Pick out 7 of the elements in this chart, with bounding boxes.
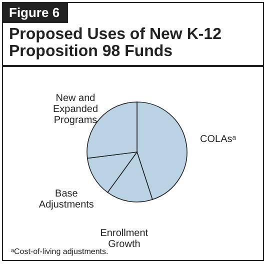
- text: ᵃCost-of-living adjustments.: [11, 247, 108, 256]
- slice-label: Enrollment Growth: [100, 228, 148, 250]
- chart-title: Proposed Uses of New K-12 Proposition 98 Funds: [3, 23, 263, 67]
- chart-subtitle: Figure 6: [3, 3, 68, 23]
- slice-label: New and Expanded Programs: [52, 92, 98, 126]
- slice-label: Base Adjustments: [38, 188, 94, 211]
- slice-label: COLAsᵃ: [200, 134, 236, 146]
